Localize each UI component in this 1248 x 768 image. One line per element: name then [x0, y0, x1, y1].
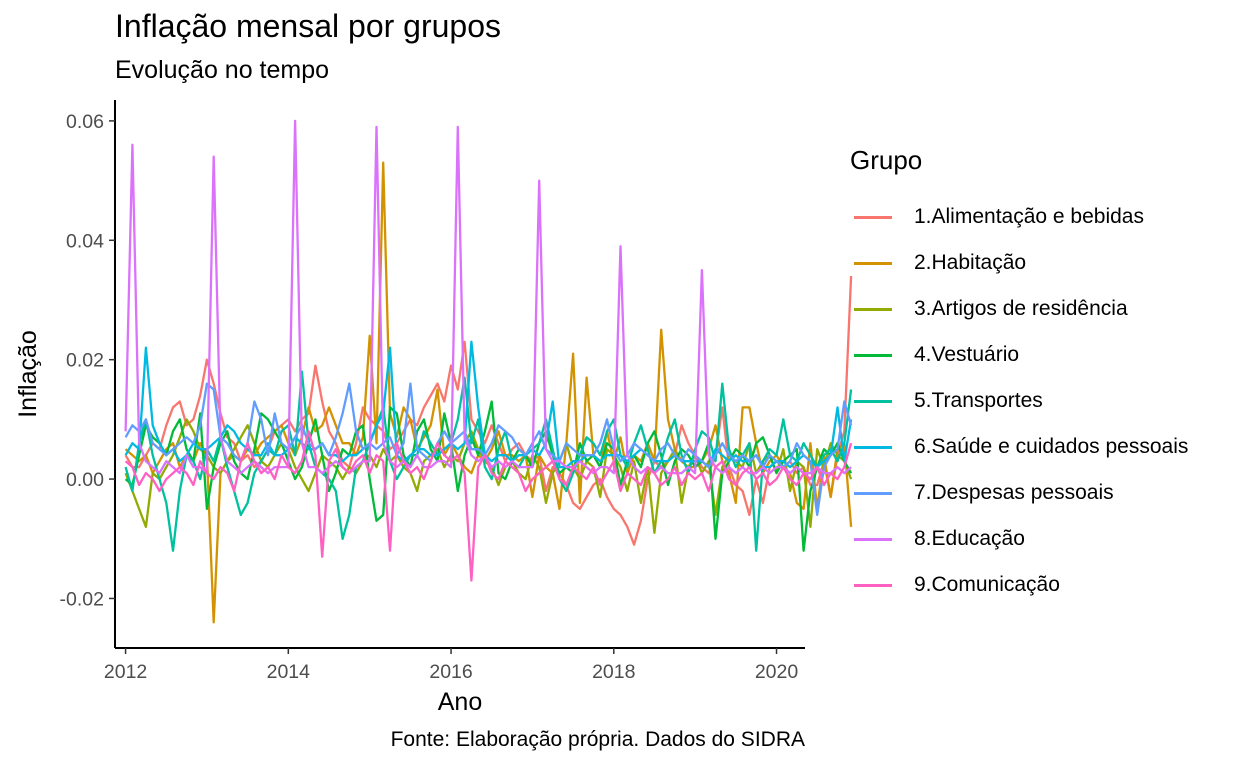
axes-layer: -0.02 0.00 0.02 0.04 0.06 2012 2014 2016 2018 202…: [14, 100, 805, 716]
y-tick-label: 0.02: [66, 350, 104, 372]
legend-label: 2.Habitação: [914, 251, 1027, 274]
legend-label: 3.Artigos de residência: [914, 297, 1128, 320]
legend-key: [854, 491, 892, 495]
legend-key: [854, 399, 892, 403]
x-tick-label: 2018: [592, 661, 635, 683]
series-line-5: [124, 370, 853, 552]
legend-key: [854, 307, 892, 311]
legend-item-5: 5.Transportes: [850, 378, 1188, 424]
y-tick-label: 0.06: [66, 111, 104, 133]
legend: Grupo 1.Alimentação e bebidas 2.Habitação…: [850, 145, 1188, 608]
y-axis-title: Inflação: [14, 330, 42, 418]
legend-label: 5.Transportes: [914, 389, 1043, 412]
series-layer: [124, 119, 853, 624]
legend-label: 8.Educação: [914, 527, 1025, 550]
series-line-1: [124, 276, 853, 546]
legend-title: Grupo: [850, 145, 923, 175]
legend-label: 9.Comunicação: [914, 573, 1060, 596]
y-tick-label: -0.02: [60, 588, 104, 610]
legend-item-2: 2.Habitação: [850, 240, 1188, 286]
legend-item-1: 1.Alimentação e bebidas: [850, 194, 1188, 240]
x-tick-label: 2014: [267, 661, 311, 683]
legend-item-8: 8.Educação: [850, 516, 1188, 562]
x-axis-title: Ano: [438, 688, 482, 716]
legend-item-6: 6.Saúde e cuidados pessoais: [850, 424, 1188, 470]
chart-subtitle: Evolução no tempo: [115, 56, 330, 84]
legend-label: 1.Alimentação e bebidas: [914, 205, 1144, 228]
legend-item-9: 9.Comunicação: [850, 562, 1188, 608]
chart-title: Inflação mensal por grupos: [115, 8, 501, 44]
y-tick-label: 0.00: [66, 469, 104, 491]
legend-item-4: 4.Vestuário: [850, 332, 1188, 378]
legend-key: [854, 215, 892, 219]
legend-label: 7.Despesas pessoais: [914, 481, 1114, 504]
legend-label: 4.Vestuário: [914, 343, 1020, 366]
legend-key: [854, 583, 892, 587]
x-tick-label: 2020: [755, 661, 799, 683]
legend-key: [854, 445, 892, 449]
legend-label: 6.Saúde e cuidados pessoais: [914, 435, 1189, 458]
y-tick-label: 0.04: [66, 230, 104, 252]
series-line-9: [124, 430, 853, 582]
legend-items: 1.Alimentação e bebidas 2.Habitação 3.Arti…: [850, 194, 1188, 608]
legend-item-7: 7.Despesas pessoais: [850, 470, 1188, 516]
legend-key: [854, 353, 892, 357]
legend-item-3: 3.Artigos de residência: [850, 286, 1188, 332]
x-tick-label: 2016: [429, 661, 472, 683]
legend-key: [854, 537, 892, 541]
x-tick-label: 2012: [104, 661, 147, 683]
legend-key: [854, 261, 892, 265]
chart-caption: Fonte: Elaboração própria. Dados do SIDR…: [390, 728, 805, 751]
series-line-2: [124, 161, 853, 624]
